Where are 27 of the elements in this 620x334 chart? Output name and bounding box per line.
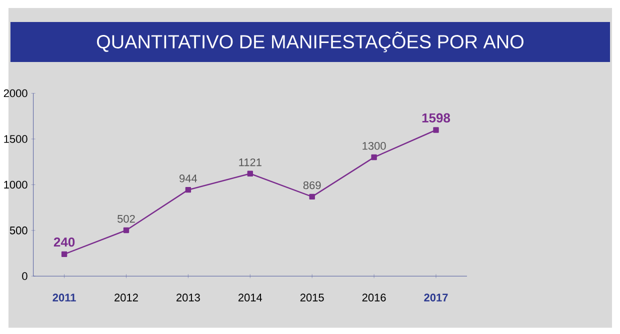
chart-title: QUANTITATIVO DE MANIFESTAÇÕES POR ANO xyxy=(97,32,524,52)
x-tick-label: 2015 xyxy=(300,294,324,302)
data-label: 240 xyxy=(54,238,75,247)
point xyxy=(61,251,68,258)
x-tick-label: 2016 xyxy=(362,294,386,302)
data-label: 1121 xyxy=(239,158,262,166)
y-tick-label: 0 xyxy=(22,272,28,280)
point xyxy=(247,170,253,177)
point xyxy=(123,228,130,234)
x-tick-label: 2011 xyxy=(52,294,76,302)
data-label: 1300 xyxy=(362,142,386,150)
data-label: 1598 xyxy=(422,113,450,123)
x-tick-label: 2014 xyxy=(238,294,262,302)
point xyxy=(309,194,315,200)
y-tick-label: 500 xyxy=(10,226,28,234)
x-tick-label: 2012 xyxy=(114,294,138,302)
y-tick-label: 2000 xyxy=(4,90,28,98)
data-label: 869 xyxy=(303,182,321,190)
x-tick-label: 2013 xyxy=(176,294,200,302)
point xyxy=(433,127,439,134)
data-label: 502 xyxy=(118,215,135,223)
y-tick-label: 1500 xyxy=(4,135,28,144)
x-tick-label: 2017 xyxy=(424,294,448,302)
point xyxy=(371,154,377,160)
point xyxy=(185,187,192,193)
data-label: 944 xyxy=(180,174,198,182)
y-tick-label: 1000 xyxy=(4,180,28,189)
